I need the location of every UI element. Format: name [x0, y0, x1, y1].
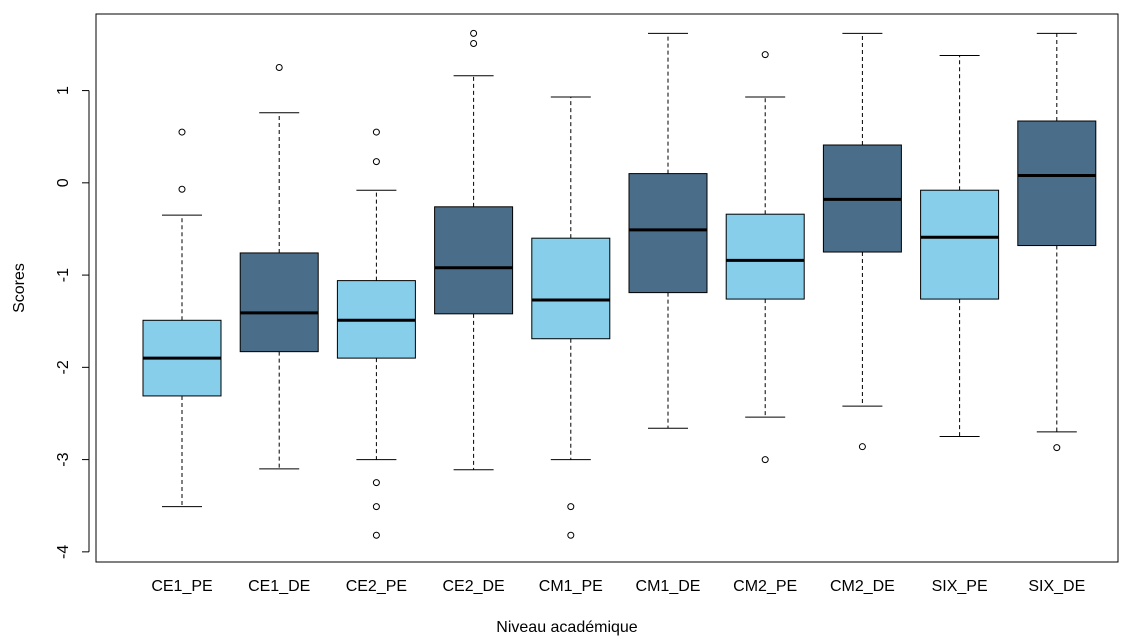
box [920, 189, 1000, 300]
outlier [761, 51, 769, 59]
box [628, 173, 708, 294]
x-tick-label: SIX_DE [1028, 578, 1085, 595]
x-tick-label: CE2_DE [442, 578, 504, 595]
x-tick-label: CM1_PE [539, 578, 603, 595]
outlier [858, 443, 866, 451]
x-tick-label: CE1_DE [248, 578, 310, 595]
x-tick-label: SIX_PE [932, 578, 988, 595]
outlier [275, 64, 283, 72]
outlier [372, 531, 380, 539]
box [434, 206, 514, 315]
y-tick-label: -3 [55, 452, 72, 466]
plot-frame [95, 13, 1119, 563]
outlier [372, 128, 380, 136]
outlier [761, 456, 769, 464]
x-tick-label: CM2_PE [733, 578, 797, 595]
y-axis-label: Scores [11, 263, 28, 313]
y-tick-label: -2 [55, 360, 72, 374]
outlier [470, 29, 478, 37]
outlier [372, 158, 380, 166]
outlier [372, 503, 380, 511]
outlier [470, 40, 478, 48]
x-tick-label: CE1_PE [151, 578, 212, 595]
outlier [178, 128, 186, 136]
x-tick-label: CM1_DE [636, 578, 701, 595]
outlier [178, 185, 186, 193]
outlier [567, 531, 575, 539]
box [725, 213, 805, 300]
outlier [1053, 444, 1061, 452]
y-tick-label: 0 [55, 178, 72, 187]
box [239, 252, 319, 353]
y-tick-label: -1 [55, 268, 72, 282]
x-tick-label: CM2_DE [830, 578, 895, 595]
y-tick-label: 1 [55, 86, 72, 95]
box [1017, 120, 1097, 247]
y-tick-label: -4 [55, 545, 72, 559]
outlier [372, 479, 380, 487]
outlier [567, 503, 575, 511]
x-axis-label: Niveau académique [496, 619, 638, 636]
box [531, 237, 611, 340]
x-tick-label: CE2_PE [346, 578, 407, 595]
